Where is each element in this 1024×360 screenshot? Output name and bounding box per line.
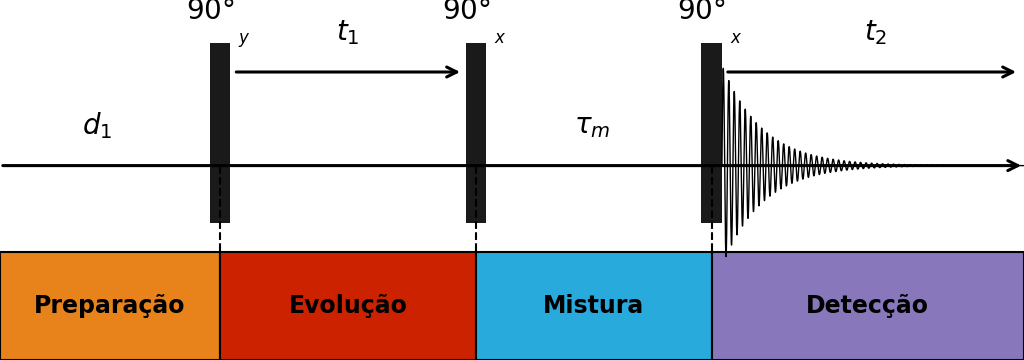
Text: Evolução: Evolução	[289, 294, 408, 318]
Text: $d_1$: $d_1$	[82, 111, 113, 141]
Bar	[712, 252, 1024, 360]
Text: $90°$: $90°$	[677, 0, 726, 25]
Text: Mistura: Mistura	[544, 294, 644, 318]
Bar	[466, 43, 486, 223]
Text: $\tau_m$: $\tau_m$	[573, 112, 610, 140]
Text: Preparação: Preparação	[35, 294, 185, 318]
Text: y: y	[239, 29, 249, 47]
Bar	[476, 252, 712, 360]
Text: x: x	[730, 29, 740, 47]
Bar	[0, 252, 220, 360]
Text: $t_2$: $t_2$	[864, 18, 887, 47]
Text: Detecção: Detecção	[806, 294, 930, 318]
Text: $t_1$: $t_1$	[337, 18, 359, 47]
Bar	[220, 252, 476, 360]
Text: $90°$: $90°$	[441, 0, 490, 25]
Text: x: x	[495, 29, 505, 47]
Bar	[210, 43, 230, 223]
Text: $90°$: $90°$	[185, 0, 234, 25]
Bar	[701, 43, 722, 223]
